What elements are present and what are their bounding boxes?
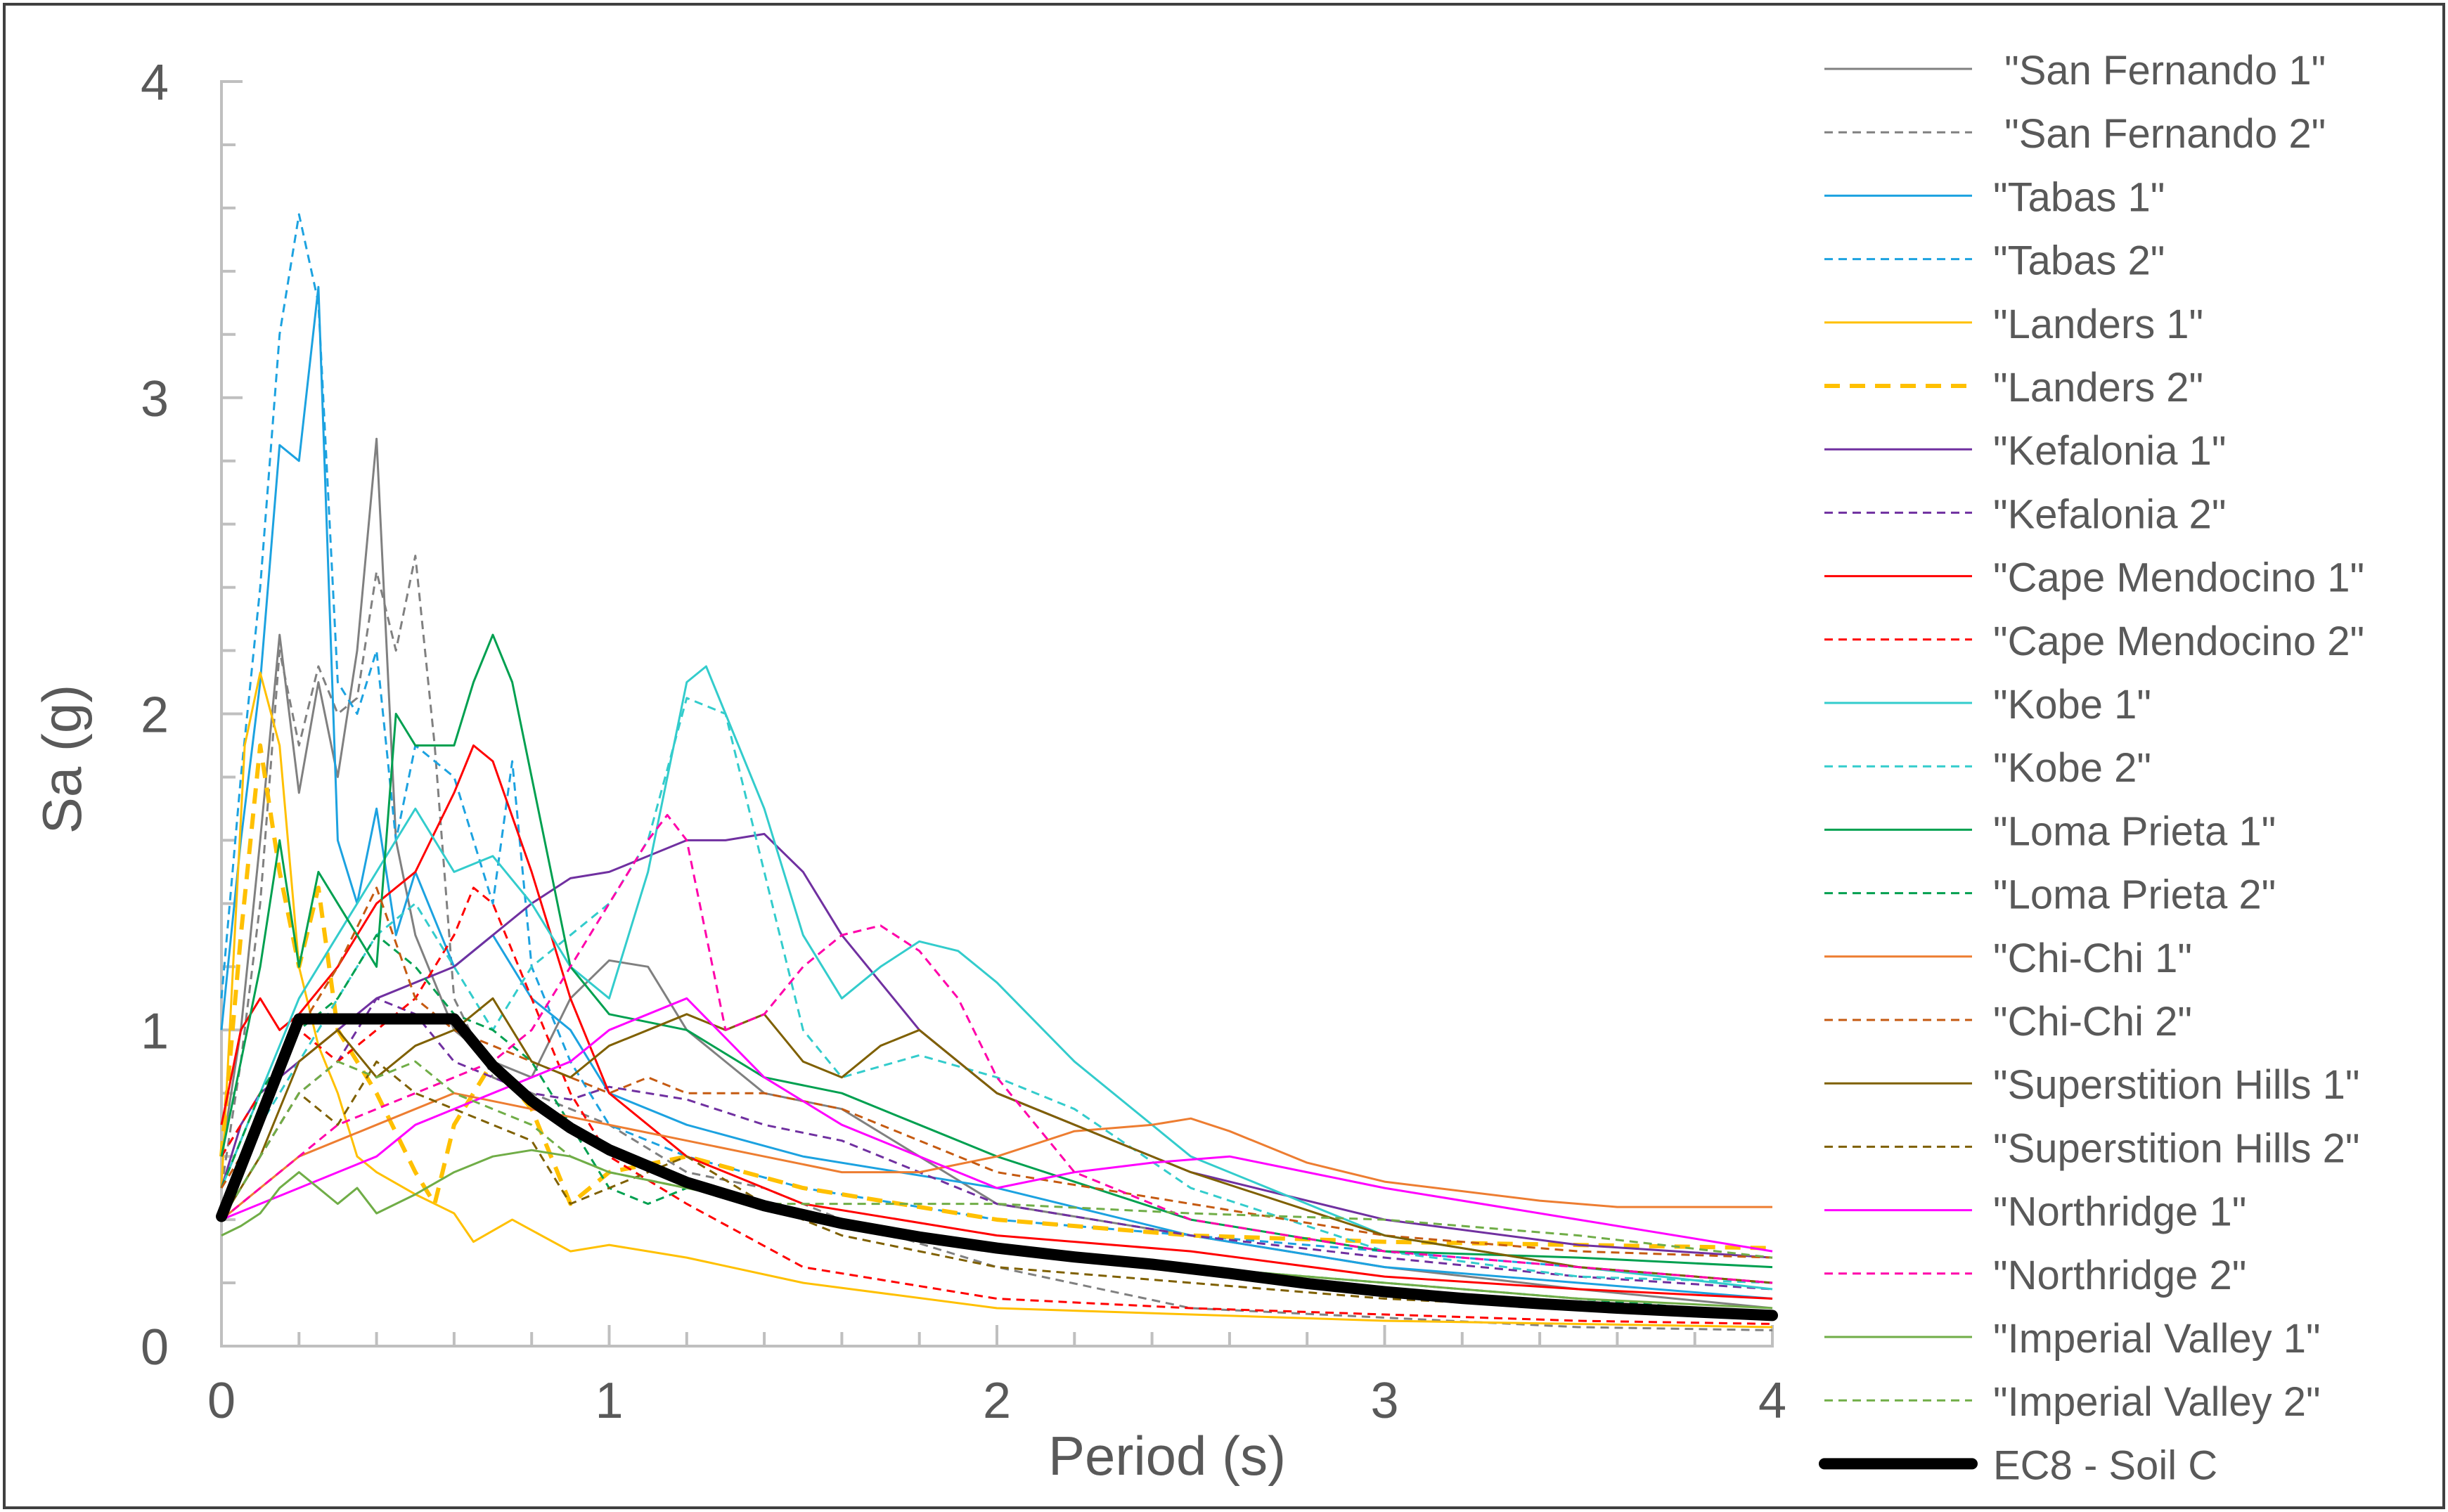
legend-label: "Loma Prieta 1" [1993,808,2276,854]
legend-item-landers-1: "Landers 1" [1824,302,2203,347]
legend-label: "Northridge 1" [1993,1189,2246,1235]
legend-label: "Northridge 2" [1993,1253,2246,1298]
legend-item-imperial-valley-1: "Imperial Valley 1" [1824,1316,2321,1362]
y-axis-title: Sa (g) [31,685,93,834]
legend-item-northridge-1: "Northridge 1" [1824,1189,2246,1235]
x-tick-label: 1 [595,1373,623,1429]
y-tick-label: 2 [141,687,169,744]
legend-item-loma-prieta-1: "Loma Prieta 1" [1824,808,2276,854]
legend-label: "Imperial Valley 2" [1993,1379,2321,1425]
legend-item-superstition-hills-2: "Superstition Hills 2" [1824,1125,2360,1171]
series-line-imperial-valley-2 [220,1060,1773,1259]
legend-label: "Kobe 1" [1993,682,2151,728]
legend-item-cape-mendocino-2: "Cape Mendocino 2" [1824,619,2364,664]
series-line-chi-chi-2 [220,886,1773,1259]
legend-label: "Landers 1" [1993,302,2203,347]
series-line-kobe-1 [220,665,1773,1291]
series-line-chi-chi-1 [221,1092,1772,1221]
legend-label: "Kobe 2" [1993,745,2151,791]
legend-item-northridge-2: "Northridge 2" [1824,1253,2246,1298]
legend-label: "Chi-Chi 1" [1993,936,2192,981]
legend-item-loma-prieta-2: "Loma Prieta 2" [1824,872,2276,918]
legend-label: "Loma Prieta 2" [1993,872,2276,918]
legend: "San Fernando 1" "San Fernando 2" "Tabas … [1819,48,2364,1488]
legend-item-kobe-2: "Kobe 2" [1824,745,2151,791]
chart-frame [3,3,2445,1509]
series-line-cape-mendocino-1 [220,744,1773,1300]
series-line-san-fernando-2 [220,555,1773,1331]
y-tick-label: 1 [141,1003,169,1059]
series-line-landers-2 [219,743,1773,1251]
x-tick-label: 4 [1758,1373,1786,1429]
axes: 0 1 2 3 4 0 1 2 3 4 [141,55,1786,1429]
x-axis-title: Period (s) [1048,1425,1286,1487]
legend-item-landers-2: "Landers 2" [1824,365,2203,411]
legend-label: "Chi-Chi 2" [1993,999,2192,1045]
y-tick-label: 4 [141,55,169,111]
series-line-ec8-soil-c [216,1013,1778,1322]
series-line-superstition-hills-2 [220,1060,1773,1316]
legend-label: "Imperial Valley 1" [1993,1316,2321,1362]
plot-area [216,213,1778,1331]
legend-item-imperial-valley-2: "Imperial Valley 2" [1824,1379,2321,1425]
legend-label: "Tabas 1" [1993,174,2165,220]
x-tick-label: 0 [207,1373,236,1429]
legend-label: "Tabas 2" [1993,238,2165,284]
series-line-loma-prieta-1 [220,633,1773,1269]
legend-label: "Kefalonia 1" [1993,428,2226,474]
legend-label: "San Fernando 1" [1993,48,2326,93]
y-tick-label: 3 [141,371,169,427]
legend-item-cape-mendocino-1: "Cape Mendocino 1" [1824,555,2364,601]
legend-item-tabas-1: "Tabas 1" [1824,174,2165,220]
series-line-san-fernando-1 [220,437,1773,1310]
legend-label: "Superstition Hills 1" [1993,1062,2360,1108]
legend-label: "Cape Mendocino 2" [1993,619,2364,664]
legend-label: "San Fernando 2" [1993,111,2326,157]
legend-item-kefalonia-1: "Kefalonia 1" [1824,428,2226,474]
legend-item-superstition-hills-1: "Superstition Hills 1" [1824,1062,2360,1108]
x-tick-label: 3 [1370,1373,1398,1429]
x-tick-label: 2 [983,1373,1011,1429]
legend-label: "Kefalonia 2" [1993,491,2226,537]
legend-item-chi-chi-2: "Chi-Chi 2" [1824,999,2192,1045]
legend-item-ec8-soil-c: EC8 - Soil C [1819,1442,2217,1488]
legend-label: "Cape Mendocino 1" [1993,555,2364,601]
series-line-landers-1 [220,671,1773,1329]
legend-item-tabas-2: "Tabas 2" [1824,238,2165,284]
legend-item-chi-chi-1: "Chi-Chi 1" [1824,936,2192,981]
legend-label: EC8 - Soil C [1993,1442,2217,1488]
legend-item-san-fernando-1: "San Fernando 1" [1824,48,2326,93]
y-tick-label: 0 [141,1319,169,1376]
series-line-northridge-1 [221,997,1773,1253]
legend-label: "Landers 2" [1993,365,2203,411]
legend-item-kefalonia-2: "Kefalonia 2" [1824,491,2226,537]
legend-item-san-fernando-2: "San Fernando 2" [1824,111,2326,157]
series-line-northridge-2 [221,813,1773,1284]
legend-label: "Superstition Hills 2" [1993,1125,2360,1171]
legend-item-kobe-1: "Kobe 1" [1824,682,2151,728]
